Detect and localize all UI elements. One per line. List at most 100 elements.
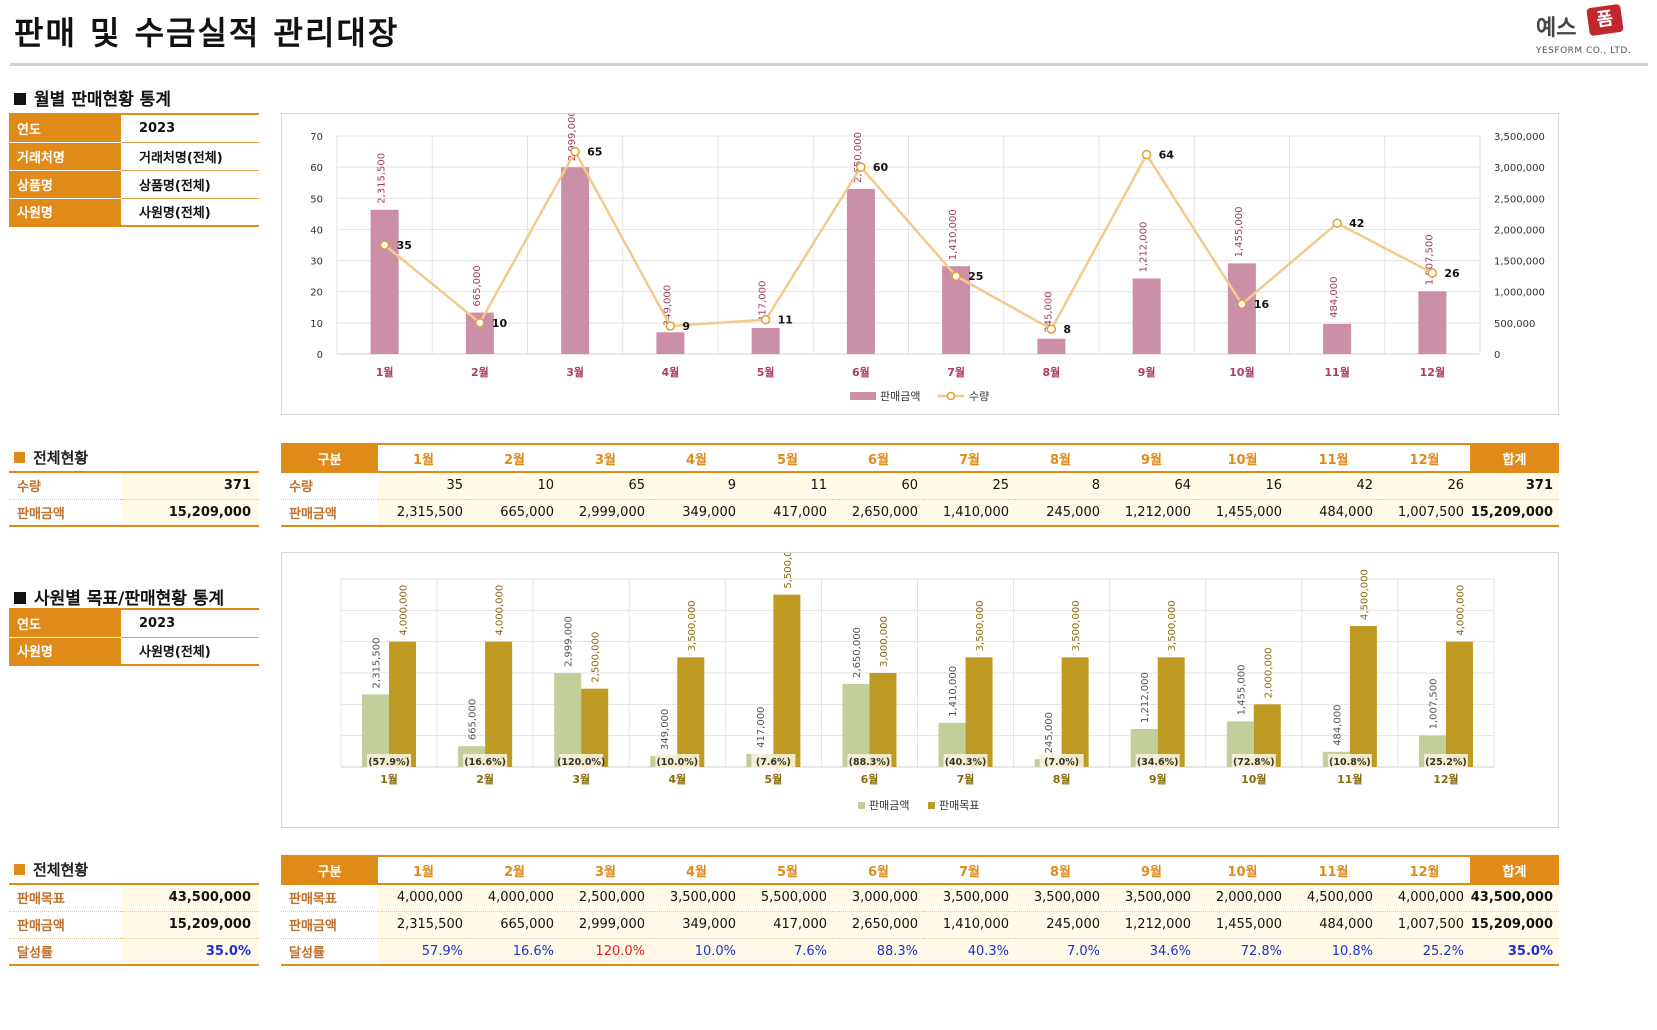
legend-sales-swatch bbox=[858, 802, 865, 809]
month-header: 8월 bbox=[1015, 855, 1106, 885]
month-header: 7월 bbox=[924, 443, 1015, 473]
row-total: 15,209,000 bbox=[1470, 499, 1559, 527]
filter-product-value[interactable]: 상품명(전체) bbox=[121, 170, 259, 199]
filter-row-employee: 사원명 사원명(전체) bbox=[9, 198, 259, 227]
summary-label: 판매목표 bbox=[9, 883, 121, 912]
sales-bar-label: 484,000 bbox=[1329, 276, 1340, 317]
y-right-tick-label: 1,000,000 bbox=[1494, 288, 1545, 299]
square-bullet-icon bbox=[14, 93, 26, 105]
summary-label: 판매금액 bbox=[9, 911, 121, 939]
sales-bar bbox=[751, 328, 780, 354]
x-tick-label: 12월 bbox=[1433, 772, 1458, 786]
rate-label-bg bbox=[367, 754, 412, 768]
page-title: 판매 및 수금실적 관리대장 bbox=[14, 14, 400, 52]
qty-line bbox=[383, 148, 1433, 331]
x-tick-label: 7월 bbox=[957, 772, 975, 786]
sales-bar-label: 484,000 bbox=[1332, 704, 1343, 745]
qty-point bbox=[665, 321, 676, 331]
table-cell: 3,500,000 bbox=[924, 884, 1015, 912]
logo-subtitle: YESFORM CO., LTD. bbox=[1536, 46, 1632, 56]
sales-bar-label: 349,000 bbox=[662, 285, 673, 326]
month-header: 1월 bbox=[378, 443, 469, 473]
table-cell: 3,500,000 bbox=[651, 884, 742, 912]
section1-title: 월별 판매현황 통계 bbox=[14, 85, 171, 110]
table-cell: 245,000 bbox=[1015, 499, 1106, 527]
month-header: 3월 bbox=[560, 443, 651, 473]
qty-point-label: 11 bbox=[778, 314, 793, 327]
sales-bar-label: 2,315,500 bbox=[377, 153, 388, 204]
target-bar bbox=[389, 641, 417, 767]
qty-point bbox=[760, 314, 771, 325]
x-tick-label: 1월 bbox=[380, 772, 398, 786]
rate-label-bg bbox=[463, 754, 508, 768]
target-bar-label: 3,500,000 bbox=[1071, 600, 1082, 651]
qty-point-label: 42 bbox=[1349, 217, 1364, 230]
table-cell: 4,000,000 bbox=[469, 884, 560, 912]
filter-employee-value[interactable]: 사원명(전체) bbox=[121, 198, 259, 227]
rate-label: (72.8%) bbox=[1233, 757, 1275, 768]
target-bar bbox=[965, 657, 993, 767]
qty-point bbox=[1046, 324, 1057, 334]
square-bullet-icon bbox=[14, 452, 25, 463]
sales-bar bbox=[1323, 323, 1352, 354]
month-header: 5월 bbox=[742, 855, 833, 885]
table-cell: 1,212,000 bbox=[1106, 911, 1197, 939]
sales-bar bbox=[554, 673, 582, 767]
month-header: 10월 bbox=[1197, 443, 1288, 473]
total-header: 합계 bbox=[1470, 443, 1559, 473]
filter-employee-value[interactable]: 사원명(전체) bbox=[121, 637, 259, 666]
section1-summary-table: 수량 371 판매금액 15,209,000 bbox=[9, 471, 259, 527]
filter-year-value[interactable]: 2023 bbox=[121, 608, 259, 638]
summary-label: 수량 bbox=[9, 471, 121, 500]
table-cell: 349,000 bbox=[651, 911, 742, 939]
row-label: 판매금액 bbox=[281, 499, 378, 527]
table-cell: 484,000 bbox=[1288, 499, 1379, 527]
y-right-tick-label: 2,500,000 bbox=[1494, 194, 1545, 205]
target-bar-label: 4,000,000 bbox=[1455, 585, 1466, 636]
month-header: 6월 bbox=[833, 443, 924, 473]
monthly-sales-chart: 0 10 20 30 40 50 60 70 0 500,000 1,000,000 1,500,00… bbox=[281, 110, 1559, 415]
row-label: 판매목표 bbox=[281, 884, 378, 912]
legend-sales-label: 판매금액 bbox=[880, 390, 920, 403]
y-right-tick-label: 3,500,000 bbox=[1494, 132, 1545, 143]
sales-bar-label: 1,410,000 bbox=[948, 666, 959, 717]
summary-amount-value: 15,209,000 bbox=[121, 911, 259, 939]
target-bar-label: 5,500,000 bbox=[783, 553, 794, 589]
table-cell: 2,000,000 bbox=[1197, 884, 1288, 912]
table-cell: 8 bbox=[1015, 472, 1106, 500]
table-cell: 3,500,000 bbox=[1106, 884, 1197, 912]
sales-bar-label: 2,650,000 bbox=[853, 132, 864, 183]
table-cell: 349,000 bbox=[651, 499, 742, 527]
rate-label: (57.9%) bbox=[368, 757, 410, 768]
sales-bar-label: 2,999,000 bbox=[564, 616, 575, 667]
legend-sales-swatch bbox=[850, 392, 876, 400]
x-tick-label: 4월 bbox=[661, 365, 679, 379]
summary-target-value: 43,500,000 bbox=[121, 883, 259, 912]
section1-filter-table: 연도 2023 거래처명 거래처명(전체) 상품명 상품명(전체) 사원명 사원명(전체… bbox=[9, 113, 259, 227]
qty-point bbox=[1332, 218, 1342, 228]
rate-label: (120.0%) bbox=[557, 757, 605, 768]
sales-bar-label: 1,007,500 bbox=[1424, 234, 1435, 285]
table-cell: 4,000,000 bbox=[378, 884, 469, 912]
filter-year-value[interactable]: 2023 bbox=[121, 113, 259, 143]
sales-bar bbox=[1418, 291, 1447, 354]
row-total: 43,500,000 bbox=[1470, 884, 1559, 912]
qty-point-label: 10 bbox=[492, 317, 508, 330]
row-total: 35.0% bbox=[1470, 938, 1559, 966]
rate-label: (7.6%) bbox=[756, 757, 791, 768]
summary-row-target: 판매목표 43,500,000 bbox=[9, 883, 259, 912]
section2-title: 사원별 목표/판매현황 통계 bbox=[14, 584, 224, 609]
qty-point-label: 35 bbox=[397, 239, 412, 252]
rate-label: (40.3%) bbox=[945, 757, 987, 768]
x-tick-label: 12월 bbox=[1420, 365, 1445, 379]
table-cell: 5,500,000 bbox=[742, 884, 833, 912]
rate-label-bg bbox=[943, 754, 988, 768]
table-cell: 1,455,000 bbox=[1197, 911, 1288, 939]
row-label: 수량 bbox=[281, 472, 378, 500]
filter-client-value[interactable]: 거래처명(전체) bbox=[121, 142, 259, 171]
target-bar bbox=[1157, 657, 1185, 767]
section2-filter-table: 연도 2023 사원명 사원명(전체) bbox=[9, 608, 259, 666]
table-cell: 417,000 bbox=[742, 499, 833, 527]
section1-summary-title: 전체현황 bbox=[14, 447, 88, 468]
table-cell: 34.6% bbox=[1106, 938, 1197, 966]
